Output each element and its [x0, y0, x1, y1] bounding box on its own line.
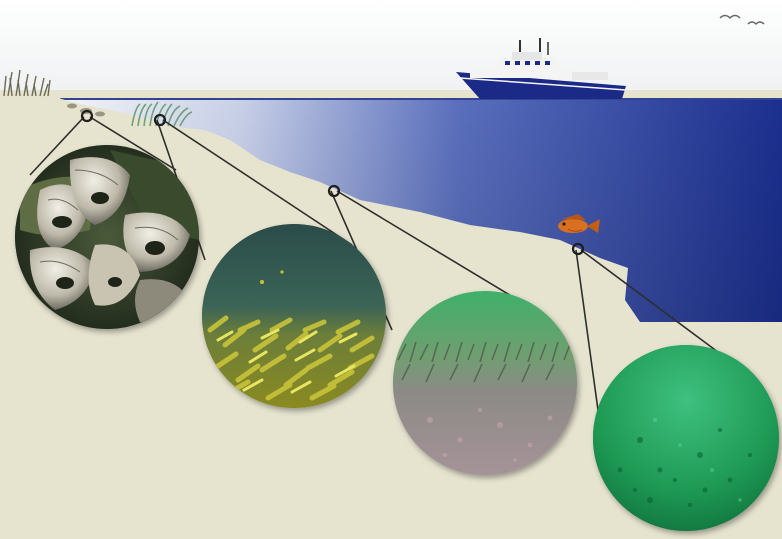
leader-markers — [80, 109, 585, 256]
rockfish-icon — [558, 214, 600, 233]
oyster-shell-icon — [15, 145, 199, 329]
deep-bottom-marker — [571, 242, 585, 256]
seagrass-icon — [202, 224, 386, 408]
sand-bottom-icon — [393, 291, 577, 475]
sandy-bottom-marker — [327, 184, 341, 198]
shore-land — [0, 94, 80, 108]
seagrass-marker — [153, 113, 167, 127]
seabird-icon — [719, 14, 765, 26]
marsh-grass-icon — [3, 69, 51, 97]
oyster-reef-marker — [80, 109, 94, 123]
research-vessel-icon — [456, 38, 627, 99]
mud-bottom-icon — [593, 345, 779, 531]
